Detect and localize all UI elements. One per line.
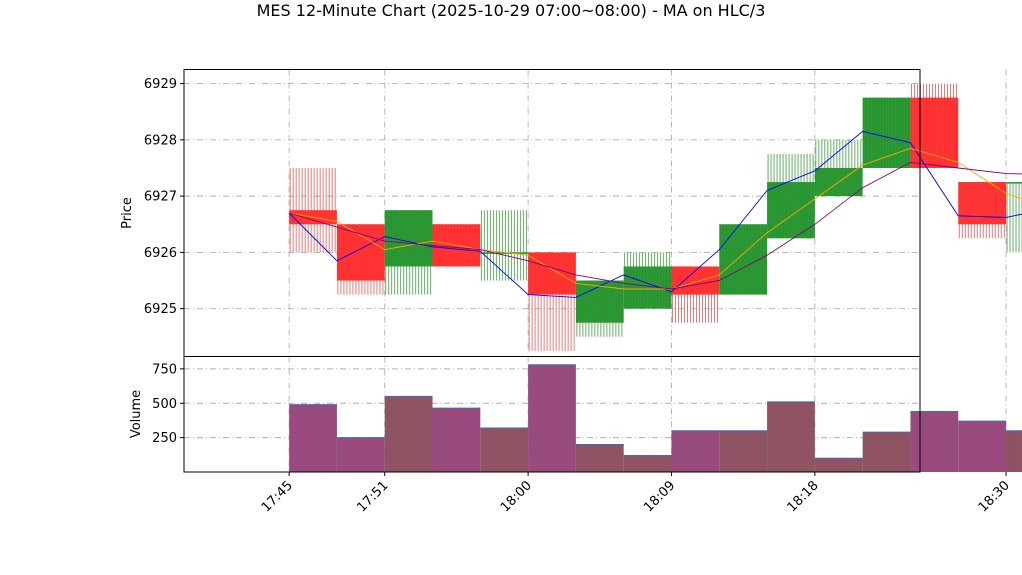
candle [480, 210, 529, 281]
time-tick-label: 18:09 [641, 478, 678, 515]
time-tick-label: 18:30 [976, 478, 1013, 515]
time-tick-label: 18:00 [498, 478, 535, 515]
volume-bar [289, 404, 337, 472]
candle [910, 83, 959, 168]
volume-tick-label: 500 [152, 397, 177, 412]
volume-axis-label: Volume [129, 390, 144, 438]
volume-bar [480, 427, 529, 472]
volume-bar [767, 401, 815, 472]
time-axis: 17:45 17:51 18:00 18:09 18:18 18:30 [259, 472, 1013, 515]
volume-bar [719, 430, 768, 472]
moving-average-line [288, 130, 1022, 298]
volume-panel: 250 500 750 Volume [129, 356, 1022, 473]
chart-title: MES 12-Minute Chart (2025-10-29 07:00~08… [257, 1, 766, 20]
candle [671, 266, 720, 323]
price-tick-label: 6926 [144, 246, 177, 261]
volume-bar [958, 420, 1007, 472]
volume-bar [336, 437, 385, 472]
time-tick-label: 17:45 [259, 478, 296, 515]
volume-bar [575, 444, 624, 472]
volume-bar [814, 457, 863, 472]
price-tick-label: 6927 [144, 190, 177, 205]
moving-average-line [288, 161, 1022, 290]
candle [958, 182, 1007, 239]
candle [575, 280, 624, 337]
candle [384, 210, 433, 295]
time-tick-label: 17:51 [354, 478, 391, 515]
moving-average-line [289, 147, 1022, 290]
volume-bar [623, 455, 672, 472]
price-tick-label: 6929 [144, 77, 177, 92]
candle [336, 224, 385, 295]
price-tick-label: 6928 [144, 133, 177, 148]
volume-bar [910, 411, 959, 472]
candle [623, 252, 672, 309]
price-tick-label: 6925 [144, 302, 177, 317]
volume-bar [671, 430, 720, 472]
volume-tick-label: 750 [152, 362, 177, 377]
volume-bar [384, 395, 433, 472]
volume-bar [528, 364, 576, 472]
volume-tick-label: 250 [152, 431, 177, 446]
volume-bar [862, 431, 911, 472]
volume-bar [432, 407, 481, 472]
candle [528, 252, 576, 351]
volume-bar [1006, 430, 1022, 472]
price-panel: 6925 6926 6927 6928 6929 Price [120, 69, 1022, 357]
candle [814, 139, 863, 197]
candle [289, 167, 337, 253]
candle [767, 153, 815, 239]
time-tick-label: 18:18 [785, 478, 822, 515]
price-axis-label: Price [120, 197, 135, 229]
